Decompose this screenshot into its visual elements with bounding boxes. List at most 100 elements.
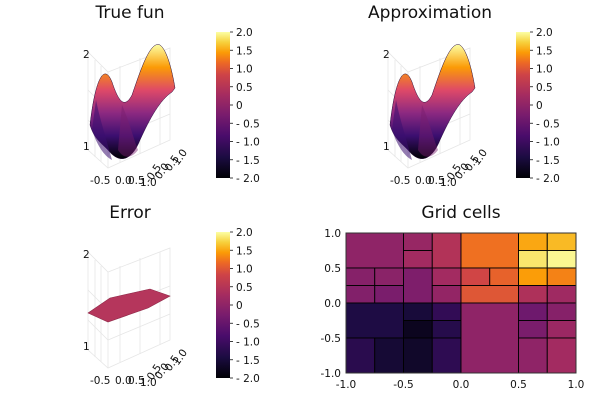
z-tick-labels: 2 1: [383, 49, 390, 153]
x-tick-label: -0.5: [393, 379, 414, 391]
grid-cell: [546, 250, 577, 269]
colorbar-tick-label: - 1.5: [236, 155, 260, 167]
colorbar: 2.0 1.5 1.0 0.5 0 - 0.5 - 1.0 - 1.5 - 2.0: [216, 227, 260, 385]
grid-cell: [546, 337, 577, 374]
colorbar-tick-label: 1.5: [536, 45, 553, 57]
panel-approximation: Approximation 2 1 -0.5 0.0 0.5 1.0 -0.5 …: [368, 3, 560, 189]
colorbar-tick-label: 1.0: [536, 64, 553, 76]
chart-title: Grid cells: [421, 203, 500, 223]
y-tick-label: 0.0: [324, 298, 341, 310]
x-tick-label: 1.0: [140, 377, 157, 389]
grid-cell: [403, 250, 433, 269]
colorbar-tick-label: - 2.0: [236, 173, 260, 185]
grid-cell: [403, 302, 433, 321]
grid-cell: [431, 285, 462, 304]
grid-cell: [431, 302, 462, 321]
z-tick-labels: 2 1: [83, 49, 90, 153]
grid-cell: [403, 337, 433, 374]
x-tick-labels: -1.0 -0.5 0.0 0.5 1.0: [336, 379, 585, 391]
grid-cell: [460, 302, 519, 374]
colorbar-tick-label: - 0.5: [236, 118, 260, 130]
surface-shading: [92, 100, 112, 160]
y-tick-label: -0.5: [321, 333, 342, 345]
surface-shading: [118, 105, 138, 157]
colorbar-gradient: [516, 32, 530, 178]
colorbar-tick-label: 0: [236, 300, 243, 312]
grid-cell: [518, 232, 548, 251]
grid-cell: [431, 232, 462, 269]
colorbar-tick-label: 0: [536, 100, 543, 112]
x-tick-label: -0.5: [90, 175, 111, 187]
x-tick-label: 0.0: [115, 175, 132, 187]
x-tick-label: -0.5: [390, 175, 411, 187]
panel-grid-cells: Grid cells -1.0 -0.5 0.0 0.5 1.0 1.0 0.5 0.0 -0…: [321, 203, 585, 391]
grid-cell: [374, 267, 404, 286]
panel-true-fun: True fun 2 1 -0.5 0.0 0.5 1.0 -0.5 0.0 0…: [83, 3, 260, 189]
grid-cell: [518, 250, 548, 269]
chart-title: Approximation: [368, 3, 492, 23]
grid-cell: [374, 337, 404, 374]
colorbar-tick-label: 0.5: [536, 82, 553, 94]
colorbar-tick-label: 0.5: [236, 282, 253, 294]
grid-cell: [431, 337, 462, 374]
grid-cell: [431, 320, 462, 339]
grid-cells-plot: [345, 232, 577, 374]
grid-cell: [460, 232, 519, 269]
x-tick-labels: -0.5 0.0 0.5 1.0: [90, 375, 157, 389]
grid-cell: [345, 267, 376, 286]
x-tick-label: 1.0: [440, 177, 457, 189]
grid-cell: [518, 337, 548, 374]
z-tick-label: 1: [383, 141, 390, 153]
grid-cell: [546, 267, 577, 286]
colorbar-tick-label: - 1.0: [536, 137, 560, 149]
colorbar-tick-label: 0.5: [236, 82, 253, 94]
colorbar-tick-label: 1.0: [236, 264, 253, 276]
colorbar-tick-label: - 1.5: [236, 355, 260, 367]
z-tick-label: 1: [83, 341, 90, 353]
grid-cell: [546, 285, 577, 304]
y-tick-label: 1.0: [324, 228, 341, 240]
plot-frame: [345, 232, 577, 374]
x-tick-label: 0.5: [128, 175, 145, 187]
colorbar-tick-label: 1.5: [236, 245, 253, 257]
colorbar-tick-label: - 2.0: [536, 173, 560, 185]
colorbar-tick-label: - 1.5: [536, 155, 560, 167]
x-tick-labels: -0.5 0.0 0.5 1.0: [90, 175, 157, 189]
surface-shading: [418, 105, 438, 157]
colorbar-gradient: [216, 32, 230, 178]
x-tick-label: 0.0: [415, 175, 432, 187]
x-tick-label: 0.5: [510, 379, 527, 391]
chart-title: Error: [109, 203, 150, 223]
colorbar: 2.0 1.5 1.0 0.5 0 - 0.5 - 1.0 - 1.5 - 2.0: [516, 27, 560, 185]
x-tick-label: 0.0: [115, 375, 132, 387]
surface-shape: [89, 44, 176, 159]
colorbar-tick-label: - 0.5: [536, 118, 560, 130]
x-tick-label: 1.0: [140, 177, 157, 189]
grid-cell: [345, 302, 404, 339]
error-surface: [87, 288, 171, 323]
colorbar-tick-label: - 1.0: [236, 137, 260, 149]
y-tick-labels: -0.5 0.0 0.5 1.0: [443, 147, 490, 186]
grid-cell: [518, 320, 548, 339]
grid-cell: [546, 232, 577, 251]
x-tick-label: 0.5: [428, 175, 445, 187]
grid-cell: [489, 267, 519, 286]
grid-cell: [546, 320, 577, 339]
colorbar-tick-label: 0: [236, 100, 243, 112]
x-tick-label: -0.5: [90, 375, 111, 387]
y-tick-labels: 1.0 0.5 0.0 -0.5 -1.0: [321, 228, 342, 380]
surface-shading: [392, 100, 412, 160]
colorbar-tick-label: - 1.0: [236, 337, 260, 349]
grid-cell: [403, 232, 433, 251]
x-tick-label: 0.0: [453, 379, 470, 391]
grid-cell: [431, 267, 462, 286]
grid-cell: [518, 285, 548, 304]
z-tick-labels: 2 1: [83, 249, 90, 353]
grid-cell: [518, 302, 548, 321]
grid-cell: [546, 302, 577, 321]
colorbar-tick-label: 2.0: [236, 227, 253, 239]
grid-cell: [345, 285, 376, 304]
grid-cell: [460, 285, 519, 304]
grid-cell: [403, 320, 433, 339]
